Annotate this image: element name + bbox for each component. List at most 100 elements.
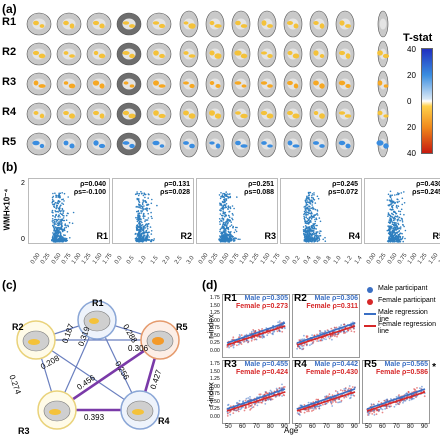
male-point <box>256 404 259 407</box>
wmh-point <box>228 220 231 222</box>
wmh-point <box>236 226 238 229</box>
female-point <box>312 409 315 411</box>
male-point <box>281 383 283 386</box>
brain-slice <box>86 12 112 36</box>
wmh-point <box>221 201 224 203</box>
wmh-point <box>230 236 232 238</box>
wmh-point <box>395 212 397 215</box>
rho-s-label: ρs=-0.100 <box>73 189 106 196</box>
wmh-point <box>391 201 394 203</box>
wmh-point <box>225 227 228 229</box>
wmh-point <box>400 208 403 211</box>
wmh-point <box>58 206 61 208</box>
wmh-point <box>135 216 137 219</box>
wmh-point <box>57 224 59 227</box>
female-point <box>330 327 333 330</box>
wmh-point <box>388 233 391 236</box>
female-point <box>283 394 286 397</box>
wmh-point <box>61 202 63 204</box>
female-point <box>348 387 350 390</box>
wmh-point <box>305 226 308 228</box>
panel-b-xtick: 0.75 <box>60 252 73 266</box>
wmh-point <box>393 211 396 213</box>
wmh-point <box>58 214 60 216</box>
wmh-point <box>227 219 229 222</box>
panel-b-sublabel: R2 <box>180 231 192 241</box>
wmh-point <box>225 232 227 234</box>
brain-slice <box>26 132 52 156</box>
wmh-point <box>61 207 64 210</box>
wmh-point <box>228 219 231 221</box>
wmh-point <box>232 214 234 216</box>
female-regression-line <box>296 325 356 346</box>
wmh-point <box>396 220 399 222</box>
female-rho-label: Female ρ=0.273 <box>235 303 288 310</box>
wmh-point <box>135 226 138 228</box>
female-point <box>258 393 261 396</box>
brain-row-label: R2 <box>2 46 17 58</box>
wmh-point <box>52 232 54 234</box>
panel-b-sublabel: R3 <box>264 231 276 241</box>
wmh-point <box>231 235 233 237</box>
wmh-point <box>314 220 317 223</box>
wmh-point <box>227 230 230 233</box>
wmh-point <box>226 193 229 195</box>
wmh-point <box>138 234 141 237</box>
female-point <box>265 391 268 393</box>
wmh-point <box>399 228 402 230</box>
female-point <box>250 407 252 410</box>
wmh-point <box>314 235 316 237</box>
wmh-point <box>305 198 308 200</box>
wmh-point <box>60 218 62 221</box>
female-point <box>232 336 235 339</box>
panel-b-xtick: 0.50 <box>218 252 231 266</box>
male-point <box>247 397 250 399</box>
wmh-point <box>56 219 59 222</box>
node-r1 <box>77 300 117 340</box>
female-point <box>259 336 261 339</box>
wmh-point <box>305 220 308 223</box>
wmh-point <box>304 230 306 233</box>
wmh-point <box>225 203 228 205</box>
female-point <box>229 410 232 413</box>
wmh-point <box>231 205 234 207</box>
male-point <box>331 338 333 341</box>
male-point <box>343 330 345 333</box>
female-point <box>351 386 354 388</box>
wmh-point <box>55 196 57 198</box>
wmh-point <box>221 205 223 207</box>
wmh-point <box>134 233 137 235</box>
panel-d-xlabel: Age <box>284 426 299 435</box>
wmh-point <box>306 203 309 206</box>
wmh-point <box>221 239 223 241</box>
panel-d-ytick: 1.25 <box>210 376 220 382</box>
wmh-point <box>392 221 394 224</box>
wmh-point <box>303 217 306 220</box>
wmh-point <box>139 229 142 232</box>
wmh-scatter-r1: ρ=0.040 ρs=-0.100 R1 <box>28 178 110 244</box>
female-point <box>340 399 343 402</box>
wmh-point <box>235 230 238 233</box>
wmh-point <box>226 224 228 227</box>
node-r2 <box>16 320 56 360</box>
female-point <box>254 330 257 332</box>
wmh-point <box>399 219 401 222</box>
brain-slice <box>146 12 172 36</box>
male-point <box>239 408 242 411</box>
legend-male-participant: Male participant <box>378 285 428 292</box>
wmh-point <box>309 230 312 232</box>
wmh-point <box>228 193 230 196</box>
male-point <box>327 329 330 332</box>
wmh-point <box>228 235 231 238</box>
wmh-point <box>55 237 58 239</box>
panel-b-xtick: 1.50 <box>91 252 104 266</box>
wmh-point <box>56 233 59 236</box>
wmh-point <box>394 223 396 225</box>
female-point <box>247 406 250 408</box>
wmh-point <box>316 209 319 211</box>
wmh-scatter-r3: ρ=0.251 ρs=0.088 R3 <box>196 178 278 244</box>
wmh-point <box>309 216 311 218</box>
male-point <box>372 410 374 412</box>
wmh-point <box>225 191 227 193</box>
wmh-point <box>403 202 406 204</box>
